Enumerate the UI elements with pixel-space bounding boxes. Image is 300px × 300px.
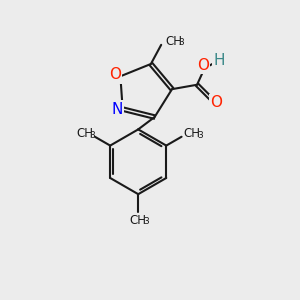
Text: 3: 3 (197, 131, 203, 140)
Text: O: O (197, 58, 209, 73)
Text: 3: 3 (90, 131, 95, 140)
Text: 3: 3 (178, 38, 184, 47)
Text: CH: CH (130, 214, 147, 226)
Text: 3: 3 (143, 217, 149, 226)
Text: CH: CH (183, 127, 200, 140)
Text: CH: CH (166, 35, 183, 48)
Text: O: O (109, 67, 121, 82)
Text: O: O (210, 95, 222, 110)
Text: H: H (213, 53, 225, 68)
Text: CH: CH (76, 127, 93, 140)
Text: N: N (111, 102, 122, 117)
